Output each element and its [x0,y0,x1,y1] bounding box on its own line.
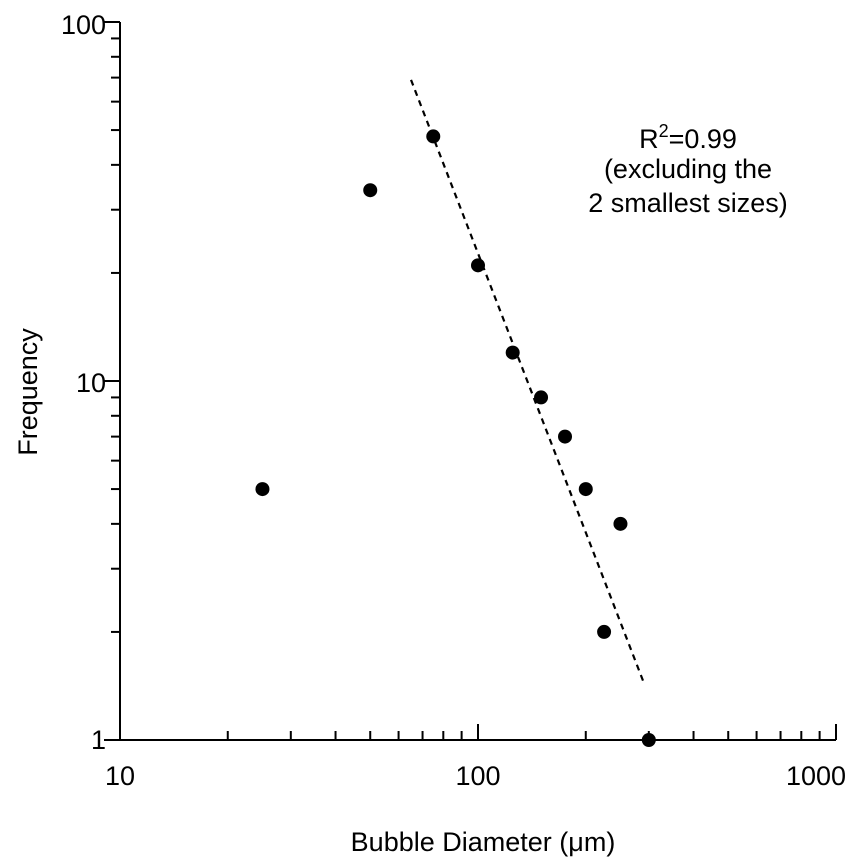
data-point [255,482,270,497]
data-point [578,482,593,497]
annotation-r-squared: R2=0.99 [639,121,737,154]
data-point [597,624,612,639]
annotation-line-2: (excluding the [604,154,772,184]
x-axis-ticks [119,724,837,740]
r-squared-annotation: R2=0.99 (excluding the 2 smallest sizes) [588,121,788,218]
fit-line [409,79,645,683]
data-point [471,258,485,273]
data-point [641,733,656,747]
y-tick-label-10: 10 [76,368,106,398]
data-point [426,129,441,144]
data-points [255,129,656,747]
data-point [534,390,549,405]
axes [104,21,837,741]
x-axis-title: Bubble Diameter (μm) [351,827,616,857]
data-point [505,345,520,360]
x-tick-label-10: 10 [105,761,135,791]
data-point [363,183,378,198]
annotation-r-symbol: R [639,124,659,154]
data-point [558,429,573,444]
x-tick-label-100: 100 [455,761,500,791]
y-axis-title: Frequency [13,328,43,456]
x-tick-label-1000: 1000 [786,761,846,791]
annotation-r-exponent: 2 [659,121,669,141]
y-axis-ticks [104,21,120,741]
y-tick-label-100: 100 [61,10,106,40]
y-tick-label-1: 1 [91,725,106,755]
data-point [613,516,628,531]
annotation-line-3: 2 smallest sizes) [588,188,788,218]
annotation-r-value: =0.99 [669,124,737,154]
